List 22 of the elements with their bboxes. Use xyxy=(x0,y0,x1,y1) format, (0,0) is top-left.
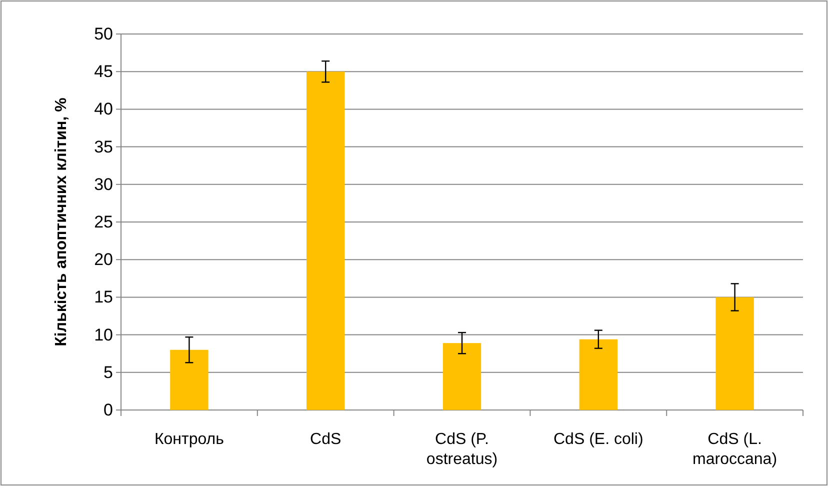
bar xyxy=(716,297,754,410)
y-tick-label: 50 xyxy=(94,24,113,44)
bar xyxy=(442,343,482,410)
y-tick-label: 20 xyxy=(94,250,113,270)
y-axis-title: Кількість апоптичних клітин, % xyxy=(53,98,70,346)
bar xyxy=(170,350,208,410)
y-tick-label: 40 xyxy=(94,100,113,119)
x-tick-label: CdS (E. coli) xyxy=(554,431,644,448)
x-tick-label: CdS (P. ostreatus) xyxy=(426,431,498,468)
y-tick-label: 5 xyxy=(104,362,113,382)
y-tick-label: 35 xyxy=(94,137,113,156)
y-tick-label: 0 xyxy=(104,400,113,420)
bar xyxy=(306,72,345,410)
x-tick-label: CdS xyxy=(310,431,342,448)
x-tick-label: CdS (L. maroccana) xyxy=(692,431,778,468)
bar xyxy=(579,339,618,410)
y-tick-label: 15 xyxy=(94,288,113,307)
y-tick-label: 25 xyxy=(94,212,113,232)
x-tick-label: Контроль xyxy=(154,431,224,448)
y-tick-label: 45 xyxy=(94,62,113,82)
y-tick-label: 30 xyxy=(94,174,113,194)
y-tick-label: 10 xyxy=(94,325,113,344)
